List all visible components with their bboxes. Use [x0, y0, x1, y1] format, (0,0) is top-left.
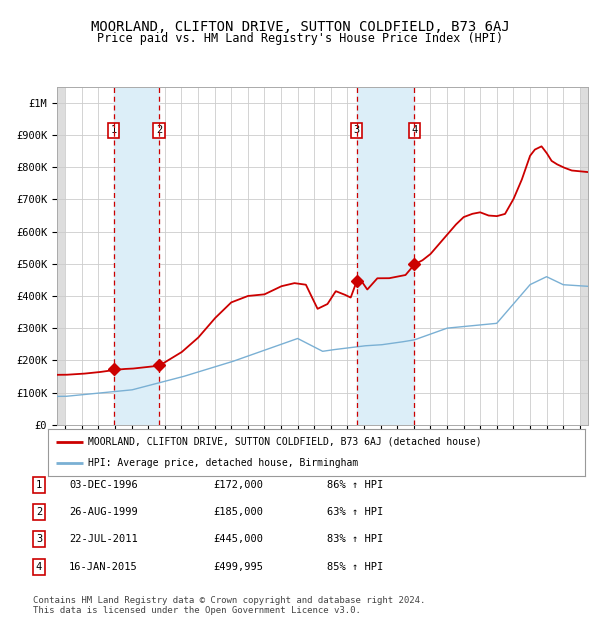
- Text: 1: 1: [36, 480, 42, 490]
- Text: HPI: Average price, detached house, Birmingham: HPI: Average price, detached house, Birm…: [88, 458, 359, 468]
- Bar: [57, 87, 65, 425]
- Text: £185,000: £185,000: [213, 507, 263, 517]
- Text: £172,000: £172,000: [213, 480, 263, 490]
- Text: MOORLAND, CLIFTON DRIVE, SUTTON COLDFIELD, B73 6AJ (detached house): MOORLAND, CLIFTON DRIVE, SUTTON COLDFIEL…: [88, 436, 482, 446]
- Text: 22-JUL-2011: 22-JUL-2011: [69, 534, 138, 544]
- Text: 16-JAN-2015: 16-JAN-2015: [69, 562, 138, 572]
- Bar: [114, 87, 159, 425]
- Text: 4: 4: [36, 562, 42, 572]
- Text: 4: 4: [412, 125, 418, 135]
- Text: 26-AUG-1999: 26-AUG-1999: [69, 507, 138, 517]
- Text: 03-DEC-1996: 03-DEC-1996: [69, 480, 138, 490]
- Text: 2: 2: [156, 125, 162, 135]
- Text: £499,995: £499,995: [213, 562, 263, 572]
- Text: 86% ↑ HPI: 86% ↑ HPI: [327, 480, 383, 490]
- Bar: [356, 87, 415, 425]
- Text: 3: 3: [36, 534, 42, 544]
- Text: 3: 3: [353, 125, 359, 135]
- Text: 83% ↑ HPI: 83% ↑ HPI: [327, 534, 383, 544]
- Text: 85% ↑ HPI: 85% ↑ HPI: [327, 562, 383, 572]
- Text: Contains HM Land Registry data © Crown copyright and database right 2024.
This d: Contains HM Land Registry data © Crown c…: [33, 596, 425, 615]
- Text: 2: 2: [36, 507, 42, 517]
- Text: MOORLAND, CLIFTON DRIVE, SUTTON COLDFIELD, B73 6AJ: MOORLAND, CLIFTON DRIVE, SUTTON COLDFIEL…: [91, 20, 509, 34]
- Text: 63% ↑ HPI: 63% ↑ HPI: [327, 507, 383, 517]
- Text: £445,000: £445,000: [213, 534, 263, 544]
- Bar: [580, 87, 588, 425]
- Text: 1: 1: [110, 125, 117, 135]
- Text: Price paid vs. HM Land Registry's House Price Index (HPI): Price paid vs. HM Land Registry's House …: [97, 32, 503, 45]
